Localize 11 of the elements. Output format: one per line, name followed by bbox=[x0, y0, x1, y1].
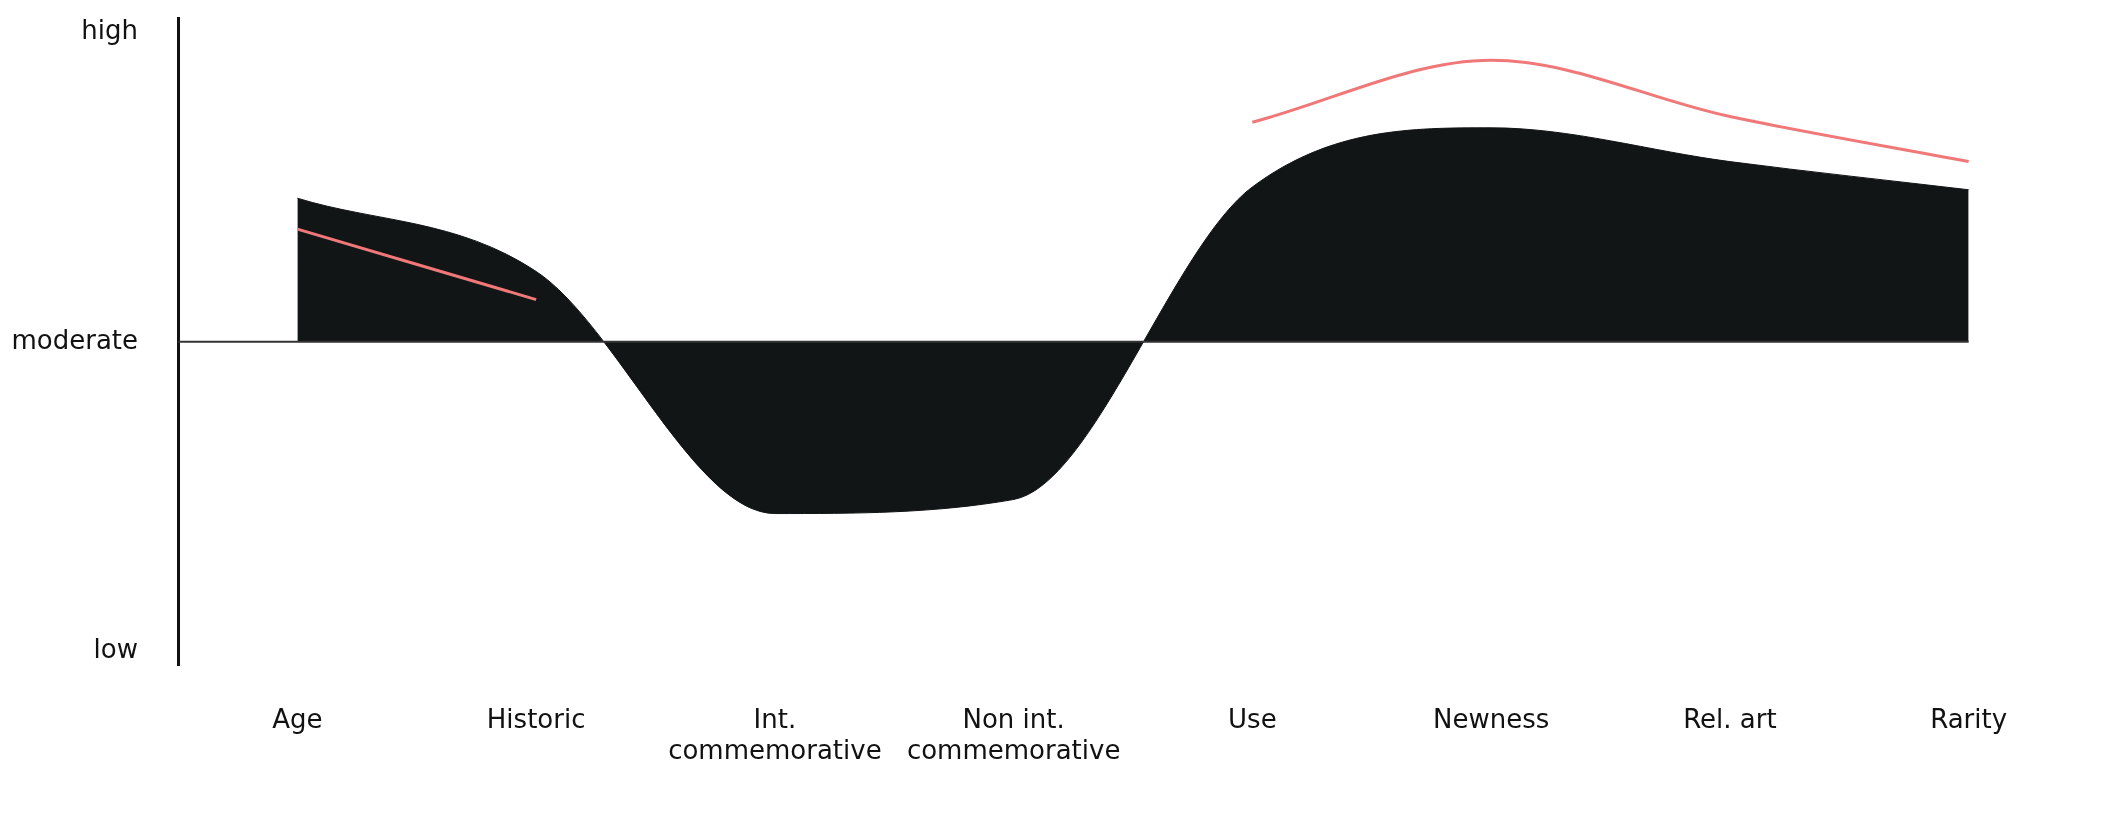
x-tick-label: Rarity bbox=[1930, 703, 2008, 734]
x-tick-label: Age bbox=[272, 703, 323, 734]
x-tick-label: Use bbox=[1228, 703, 1277, 734]
x-tick-label: Non int. commemorative bbox=[906, 703, 1121, 766]
text: low bbox=[93, 634, 138, 665]
x-tick-label: Int. commemorative bbox=[668, 703, 882, 766]
x-tick-label: Rel. art bbox=[1683, 703, 1777, 734]
text: high bbox=[81, 14, 138, 45]
x-tick-label: Newness bbox=[1432, 703, 1550, 734]
text: moderate bbox=[11, 324, 138, 355]
x-tick-label: Historic bbox=[486, 703, 586, 734]
